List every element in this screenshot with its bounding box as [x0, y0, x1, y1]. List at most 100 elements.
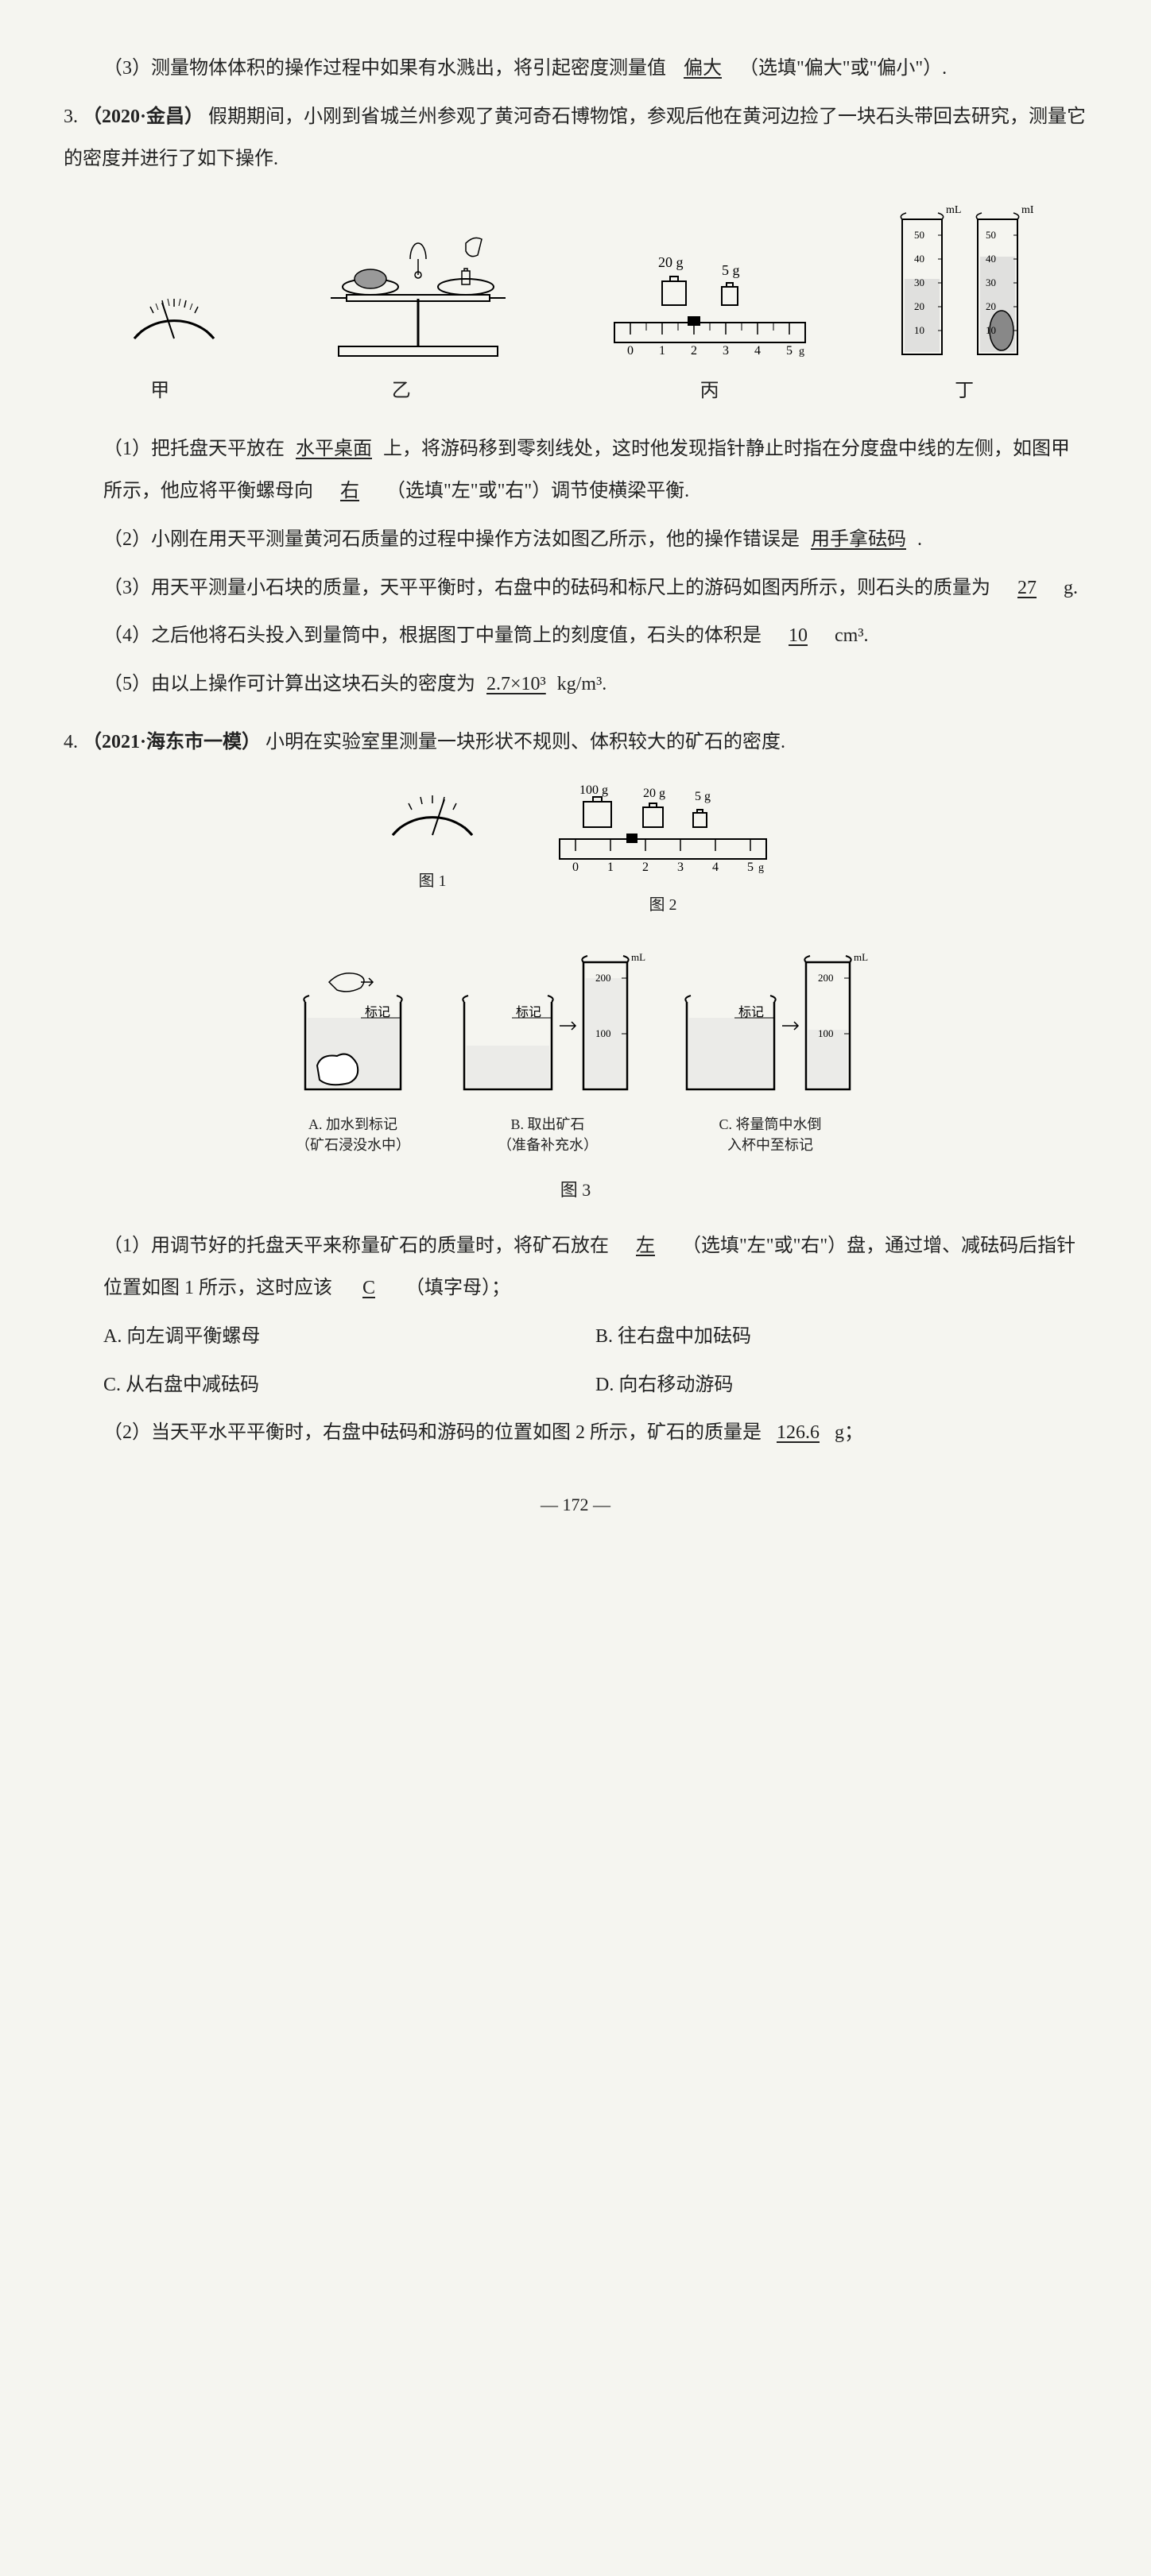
q4-fig12: 图 1 100 g 20 g 5 g 0 1 2 3: [64, 779, 1087, 922]
q3-sub2-a: 用手拿砝码: [804, 519, 913, 561]
svg-text:3: 3: [723, 344, 729, 358]
q3-sub1-t3: （选填"左"或"右"）调节使横梁平衡.: [386, 481, 689, 501]
svg-text:100: 100: [818, 1027, 834, 1039]
q3-sub3-t1: （3）用天平测量小石块的质量，天平平衡时，右盘中的砝码和标尺上的游码如图丙所示，…: [103, 578, 990, 598]
q3-figures: 20 g 5 g 0 1 2 3: [64, 203, 1087, 362]
svg-text:30: 30: [986, 277, 996, 288]
svg-text:10: 10: [986, 324, 996, 336]
q4-sub2-t2: g；: [835, 1422, 863, 1443]
svg-text:1: 1: [659, 344, 665, 358]
fig3-b: 标记 mL 200 100 B. 取出矿石 （准备补充水）: [448, 938, 647, 1155]
q4-sub1-a1: 左: [614, 1225, 677, 1267]
q3-number: 3.: [64, 106, 78, 127]
q4-options-row1: A. 向左调平衡螺母 B. 往右盘中加砝码: [64, 1316, 1087, 1358]
beaker-b-icon: 标记 mL 200 100: [448, 938, 647, 1097]
svg-text:标记: 标记: [516, 1005, 541, 1019]
fig3-c-sub: 入杯中至标记: [671, 1135, 870, 1155]
figure-yi: [307, 227, 529, 362]
figure-jia: [118, 283, 230, 362]
q3-sub2: （2）小刚在用天平测量黄河石质量的过程中操作方法如图乙所示，他的操作错误是 用手…: [64, 519, 1087, 561]
label-ding: 丁: [857, 370, 1072, 412]
label-bing: 丙: [562, 370, 857, 412]
q4-sub2-a: 126.6: [766, 1412, 830, 1454]
q4-sub2-t1: （2）当天平水平平衡时，右盘中砝码和游码的位置如图 2 所示，矿石的质量是: [103, 1422, 762, 1443]
q3-figure-labels: 甲 乙 丙 丁: [64, 370, 1087, 412]
svg-text:20: 20: [986, 300, 996, 312]
question-3: 3. （2020·金昌） 假期期间，小刚到省城兰州参观了黄河奇石博物馆，参观后他…: [64, 96, 1087, 706]
q3-sub4-t1: （4）之后他将石头投入到量筒中，根据图丁中量筒上的刻度值，石头的体积是: [103, 625, 762, 646]
svg-text:5: 5: [747, 861, 754, 874]
q4-opt-d: D. 向右移动游码: [595, 1364, 1087, 1406]
q3-sub2-t2: .: [917, 529, 922, 550]
q4-opt-c: C. 从右盘中减砝码: [103, 1364, 595, 1406]
q3-sub1-t1: （1）把托盘天平放在: [103, 439, 285, 459]
q3-sub1: （1）把托盘天平放在 水平桌面 上，将游码移到零刻线处，这时他发现指针静止时指在…: [64, 428, 1087, 512]
fig3-a-sub: （矿石浸没水中）: [281, 1135, 424, 1155]
svg-text:g: g: [758, 862, 764, 874]
svg-text:20 g: 20 g: [643, 787, 665, 800]
label-yi: 乙: [240, 370, 562, 412]
fig3-c-title: C. 将量筒中水倒: [671, 1115, 870, 1135]
q4-sub1-t3: （填字母）；: [405, 1278, 510, 1298]
q3-intro-line: 3. （2020·金昌） 假期期间，小刚到省城兰州参观了黄河奇石博物馆，参观后他…: [64, 96, 1087, 180]
figure-2: 100 g 20 g 5 g 0 1 2 3 4 5 g: [552, 779, 774, 922]
q3-source: （2020·金昌）: [83, 106, 203, 127]
fig1-label: 图 1: [377, 864, 488, 899]
fig3-b-sub: （准备补充水）: [448, 1135, 647, 1155]
svg-text:200: 200: [595, 972, 611, 984]
fig3-a-title: A. 加水到标记: [281, 1115, 424, 1135]
q2-sub3-text-before: （3）测量物体体积的操作过程中如果有水溅出，将引起密度测量值: [103, 58, 666, 79]
svg-text:40: 40: [986, 253, 996, 265]
q4-opt-b: B. 往右盘中加砝码: [595, 1316, 1087, 1358]
svg-text:5 g: 5 g: [695, 790, 711, 803]
q4-sub2: （2）当天平水平平衡时，右盘中砝码和游码的位置如图 2 所示，矿石的质量是 12…: [64, 1412, 1087, 1454]
q3-sub4: （4）之后他将石头投入到量筒中，根据图丁中量筒上的刻度值，石头的体积是 10 c…: [64, 615, 1087, 657]
q4-intro-line: 4. （2021·海东市一模） 小明在实验室里测量一块形状不规则、体积较大的矿石…: [64, 721, 1087, 764]
q4-number: 4.: [64, 732, 78, 752]
figure-1: 图 1: [377, 779, 488, 922]
svg-text:50: 50: [914, 229, 924, 241]
q3-sub4-t2: cm³.: [835, 625, 869, 646]
svg-text:2: 2: [691, 344, 697, 358]
svg-text:标记: 标记: [365, 1005, 390, 1019]
svg-text:20: 20: [914, 300, 924, 312]
svg-text:4: 4: [754, 344, 761, 358]
fig2-label: 图 2: [552, 888, 774, 922]
figure-bing: 20 g 5 g 0 1 2 3: [607, 243, 813, 362]
q4-fig3: 标记 A. 加水到标记 （矿石浸没水中） 标记 mL 200: [64, 938, 1087, 1155]
balance-icon: [307, 227, 529, 362]
weights-ruler2-icon: 100 g 20 g 5 g 0 1 2 3 4 5 g: [552, 779, 774, 875]
dial-icon: [118, 283, 230, 362]
svg-text:40: 40: [914, 253, 924, 265]
q3-sub2-t1: （2）小刚在用天平测量黄河石质量的过程中操作方法如图乙所示，他的操作错误是: [103, 529, 800, 550]
fig3-b-title: B. 取出矿石: [448, 1115, 647, 1135]
beaker-a-icon: 标记: [281, 962, 424, 1097]
beaker-c-icon: 标记 mL 200 100: [671, 938, 870, 1097]
svg-text:mL: mL: [854, 951, 868, 963]
svg-text:1: 1: [607, 861, 614, 874]
label-jia: 甲: [79, 370, 240, 412]
svg-text:mL: mL: [946, 204, 961, 216]
q3-sub5-t1: （5）由以上操作可计算出这块石头的密度为: [103, 674, 475, 694]
svg-text:标记: 标记: [738, 1005, 764, 1019]
svg-text:10: 10: [914, 324, 924, 336]
q4-sub1: （1）用调节好的托盘天平来称量矿石的质量时，将矿石放在 左 （选填"左"或"右"…: [64, 1225, 1087, 1309]
svg-text:mL: mL: [1021, 204, 1033, 216]
q3-sub3-a: 27: [995, 567, 1059, 609]
svg-text:mL: mL: [631, 951, 645, 963]
svg-text:30: 30: [914, 277, 924, 288]
q2-sub3: （3）测量物体体积的操作过程中如果有水溅出，将引起密度测量值 偏大 （选填"偏大…: [64, 48, 1087, 90]
cylinders-icon: mL 50 40 30 20 10 mL 50 40 30 20 10: [890, 203, 1033, 362]
fig3-label: 图 3: [64, 1171, 1087, 1209]
q3-sub5-a: 2.7×10³: [480, 663, 552, 706]
svg-text:100 g: 100 g: [579, 783, 608, 797]
q4-options-row2: C. 从右盘中减砝码 D. 向右移动游码: [64, 1364, 1087, 1406]
svg-text:g: g: [799, 346, 804, 358]
svg-text:50: 50: [986, 229, 996, 241]
svg-text:0: 0: [572, 861, 579, 874]
q3-sub3-t2: g.: [1064, 578, 1078, 598]
svg-text:5: 5: [786, 344, 793, 358]
q4-opt-a: A. 向左调平衡螺母: [103, 1316, 595, 1358]
svg-text:3: 3: [677, 861, 684, 874]
q3-sub5-t2: kg/m³.: [557, 674, 607, 694]
